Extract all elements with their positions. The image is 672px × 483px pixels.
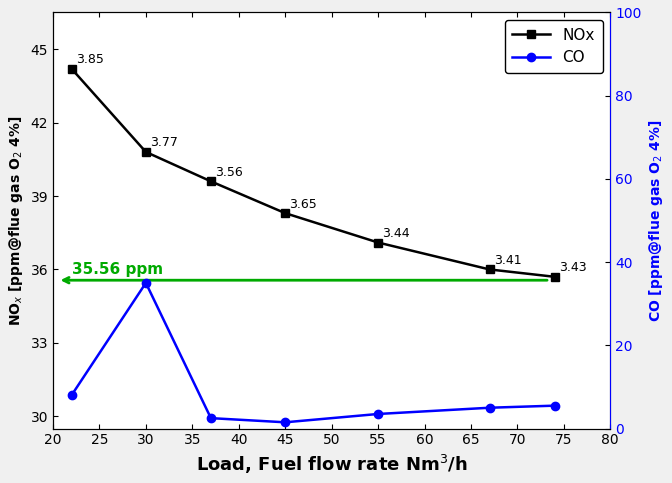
Text: 3.65: 3.65 bbox=[290, 198, 317, 211]
Text: 3.85: 3.85 bbox=[76, 53, 103, 66]
Text: 3.41: 3.41 bbox=[494, 254, 521, 267]
NOx bbox=[374, 240, 382, 245]
Text: 35.56 ppm: 35.56 ppm bbox=[71, 262, 163, 277]
Text: 3.43: 3.43 bbox=[558, 261, 587, 274]
Text: 3.44: 3.44 bbox=[382, 227, 410, 240]
CO bbox=[142, 280, 150, 286]
Y-axis label: CO [ppm@flue gas O$_2$ 4%]: CO [ppm@flue gas O$_2$ 4%] bbox=[647, 119, 665, 322]
NOx bbox=[550, 274, 558, 280]
Text: 3.77: 3.77 bbox=[150, 136, 178, 149]
Line: CO: CO bbox=[67, 279, 558, 426]
CO bbox=[485, 405, 493, 411]
Legend: NOx, CO: NOx, CO bbox=[505, 20, 603, 73]
CO bbox=[281, 419, 289, 425]
CO bbox=[550, 403, 558, 409]
NOx bbox=[485, 267, 493, 272]
CO bbox=[67, 392, 75, 398]
NOx bbox=[142, 149, 150, 155]
NOx bbox=[67, 66, 75, 71]
Y-axis label: NO$_x$ [ppm@flue gas O$_2$ 4%]: NO$_x$ [ppm@flue gas O$_2$ 4%] bbox=[7, 115, 25, 326]
Text: 3.56: 3.56 bbox=[215, 166, 243, 179]
Line: NOx: NOx bbox=[67, 65, 558, 281]
NOx bbox=[281, 210, 289, 216]
NOx bbox=[207, 178, 215, 184]
X-axis label: Load, Fuel flow rate Nm$^3$/h: Load, Fuel flow rate Nm$^3$/h bbox=[196, 453, 468, 476]
CO bbox=[207, 415, 215, 421]
CO bbox=[374, 411, 382, 417]
